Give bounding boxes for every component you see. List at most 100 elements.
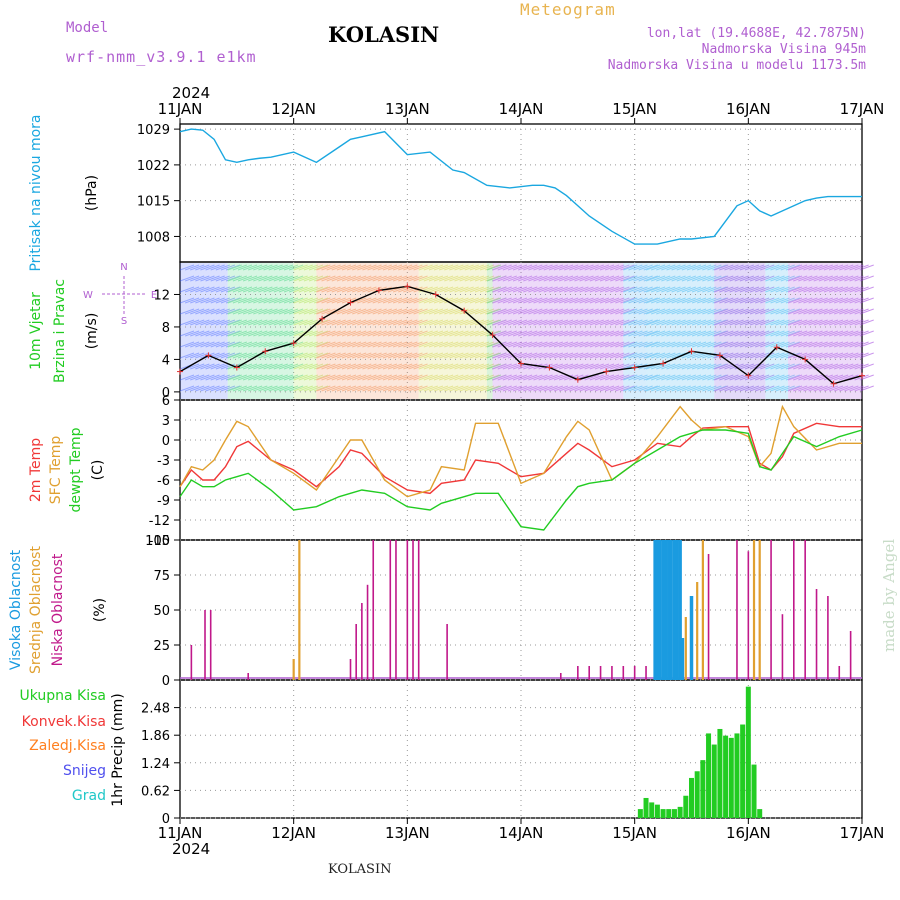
wind-arrow [372,308,387,315]
wind-arrow [428,297,444,304]
wind-arrow [650,330,666,337]
wind-arrow [268,275,283,282]
wind-arrow [392,374,408,381]
wind-arrow [248,341,263,348]
wind-arrow [184,286,200,293]
wind-arrow [408,275,423,282]
wind-arrow [288,330,304,337]
wind-arrow [242,352,258,359]
wind-arrow [691,385,707,392]
wind-arrow [357,319,372,326]
wind-arrow [433,286,449,293]
wind-arrow [643,297,658,304]
wind-arrow [357,264,372,271]
wind-arrow [569,319,584,326]
wind-arrow [599,275,615,282]
low-cloud-bar [355,624,357,680]
wind-arrow [215,352,230,359]
wind-arrow [744,330,760,337]
wind-arrow [326,319,341,326]
wind-arrow [403,275,418,282]
wind-arrow [775,286,790,293]
wind-arrow [215,264,230,271]
wind-arrow [744,374,760,381]
wind-arrow [454,374,469,381]
wind-arrow [558,330,574,337]
x-year-label-bottom: 2024 [172,840,210,858]
wind-arrow [454,385,469,392]
wind-arrow [288,308,304,315]
wind-arrow [712,308,727,315]
wind-arrow [464,286,479,293]
wind-arrow [645,275,661,282]
wind-arrow [818,264,833,271]
wind-arrow [433,374,449,381]
wind-arrow [372,363,387,370]
wind-arrow [303,264,319,271]
wind-arrow [623,286,638,293]
wind-arrow [849,341,864,348]
wind-arrow [808,385,823,392]
wind-arrow [438,385,454,392]
wind-arrow [336,341,352,348]
wind-arrow [293,363,308,370]
wind-arrow [321,264,336,271]
wind-arrow [844,308,859,315]
wind-arrow [798,341,813,348]
wind-arrow [645,264,661,271]
wind-arrow [523,352,538,359]
wind-arrow [331,330,346,337]
wind-arrow [232,319,248,326]
wind-arrow [543,385,558,392]
low-cloud-bar [815,589,818,680]
wind-arrow [423,264,438,271]
wind-arrow [418,363,433,370]
temp-2m-axis-title: 2m Temp [28,438,44,502]
wind-arrow [474,297,490,304]
wind-arrow [729,374,744,381]
wind-arrow [418,308,433,315]
wind-arrow [372,352,387,359]
wind-arrow [671,297,686,304]
wind-arrow [558,341,574,348]
wind-arrow [225,297,241,304]
wind-arrow [195,297,210,304]
wind-arrow [744,264,760,271]
wind-arrow [190,308,205,315]
wind-arrow [316,286,331,293]
wind-arrow [220,308,236,315]
mid-cloud-axis-title: Srednja Oblacnost [28,546,44,674]
wind-arrow [765,341,780,348]
wind-arrow [702,319,717,326]
wind-arrow [808,341,823,348]
wind-arrow [584,330,599,337]
high-cloud-bar [657,540,662,680]
wind-arrow [331,264,346,271]
wind-arrow [623,352,638,359]
wind-arrow [321,308,336,315]
wind-arrow [599,319,615,326]
y-tick-label: 6 [162,394,170,409]
wind-arrow [352,352,367,359]
wind-arrow [313,352,329,359]
wind-arrow [548,330,564,337]
compass-west: W [83,290,93,301]
wind-arrow [512,374,528,381]
wind-arrow [377,319,392,326]
wind-arrow [615,352,630,359]
wind-arrow [449,275,464,282]
wind-arrow [502,275,517,282]
wind-arrow [423,363,438,370]
wind-arrow [729,297,744,304]
wind-arrow [686,275,702,282]
wind-arrow [273,374,288,381]
wind-arrow [438,308,454,315]
wind-arrow [205,319,220,326]
wind-arrow [232,286,248,293]
wind-arrow [569,286,584,293]
wind-arrow [823,297,839,304]
wind-arrow [485,374,500,381]
wind-arrow [729,352,744,359]
wind-arrow [610,341,625,348]
wind-arrow [553,297,569,304]
